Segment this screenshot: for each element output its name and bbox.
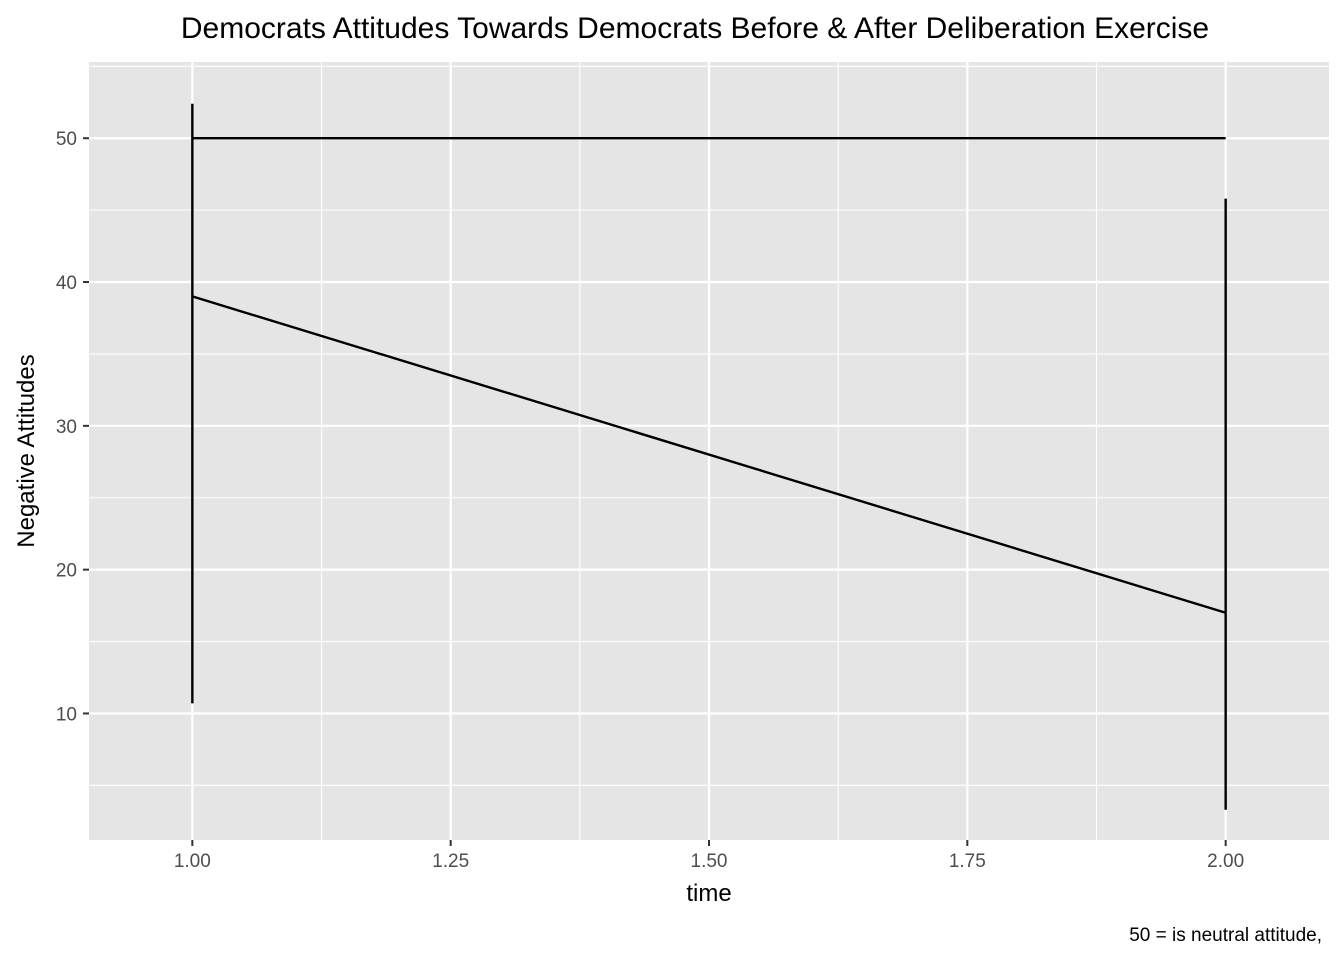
y-tick-label: 10 bbox=[56, 704, 77, 725]
x-tick-label: 1.25 bbox=[432, 851, 469, 872]
y-tick-label: 40 bbox=[56, 273, 77, 294]
x-tick-label: 1.50 bbox=[691, 851, 728, 872]
series-line bbox=[191, 295, 1227, 614]
y-tick-label: 30 bbox=[56, 417, 77, 438]
chart-caption: 50 = is neutral attitude, bbox=[1129, 925, 1322, 946]
x-tick-label: 2.00 bbox=[1207, 851, 1244, 872]
x-tick-label: 1.75 bbox=[949, 851, 986, 872]
data-marks bbox=[191, 103, 1227, 810]
y-axis: 10 20 30 40 50 bbox=[56, 129, 89, 725]
chart-title: Democrats Attitudes Towards Democrats Be… bbox=[181, 12, 1209, 45]
x-axis-title: time bbox=[686, 880, 731, 907]
x-axis: 1.00 1.25 1.50 1.75 2.00 bbox=[174, 840, 1244, 872]
y-tick-label: 20 bbox=[56, 561, 77, 582]
y-axis-title: Negative Attitudes bbox=[13, 354, 40, 547]
x-tick-label: 1.00 bbox=[174, 851, 211, 872]
y-tick-label: 50 bbox=[56, 129, 77, 150]
